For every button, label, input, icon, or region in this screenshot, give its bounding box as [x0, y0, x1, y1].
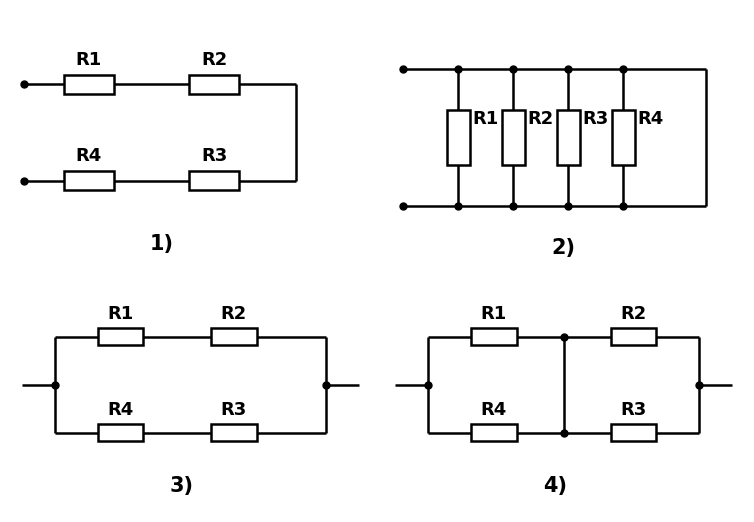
- Bar: [211, 424, 256, 442]
- Bar: [502, 110, 525, 165]
- Text: R3: R3: [221, 401, 247, 419]
- Bar: [98, 424, 143, 442]
- Bar: [557, 110, 580, 165]
- Text: R2: R2: [621, 305, 647, 323]
- Text: 2): 2): [552, 238, 576, 258]
- Text: R1: R1: [481, 305, 507, 323]
- Bar: [64, 171, 114, 191]
- Text: R1: R1: [473, 110, 499, 128]
- Bar: [64, 75, 114, 94]
- Bar: [189, 171, 240, 191]
- Bar: [211, 328, 256, 346]
- Text: R2: R2: [221, 305, 247, 323]
- Text: R2: R2: [201, 51, 228, 69]
- Text: R4: R4: [481, 401, 507, 419]
- Bar: [611, 424, 656, 442]
- Text: R1: R1: [107, 305, 133, 323]
- Text: R1: R1: [76, 51, 102, 69]
- Bar: [447, 110, 470, 165]
- Text: R4: R4: [638, 110, 664, 128]
- Bar: [98, 328, 143, 346]
- Bar: [189, 75, 240, 94]
- Text: R3: R3: [201, 147, 228, 165]
- Text: R3: R3: [583, 110, 608, 128]
- Text: R4: R4: [76, 147, 102, 165]
- Text: 4): 4): [543, 477, 567, 496]
- Text: R4: R4: [107, 401, 133, 419]
- Text: R2: R2: [528, 110, 554, 128]
- Bar: [612, 110, 635, 165]
- Bar: [611, 328, 656, 346]
- Bar: [471, 328, 516, 346]
- Text: 3): 3): [170, 477, 194, 496]
- Text: 1): 1): [149, 234, 173, 254]
- Bar: [471, 424, 516, 442]
- Text: R3: R3: [621, 401, 647, 419]
